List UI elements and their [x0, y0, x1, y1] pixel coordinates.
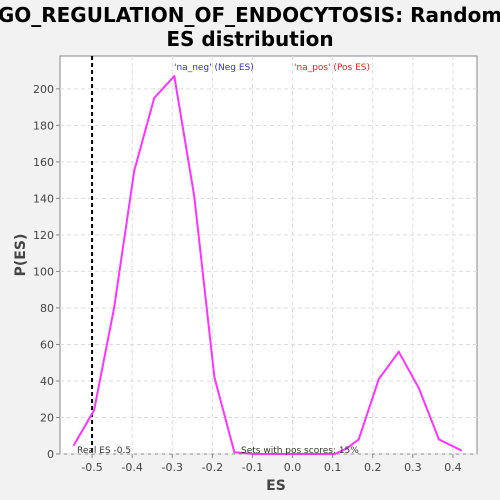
es-data-point	[437, 438, 440, 441]
x-axis-label: ES	[266, 478, 286, 494]
legend-pos: 'na_pos' (Pos ES)	[294, 63, 370, 73]
es-data-point	[273, 453, 276, 455]
y-tick-label: 100	[33, 265, 54, 278]
es-data-point	[153, 96, 156, 99]
es-data-point	[253, 453, 256, 455]
es-data-point	[459, 449, 462, 452]
es-data-point	[173, 75, 176, 78]
es-data-point	[213, 376, 216, 379]
x-tick-label: -0.3	[162, 461, 183, 474]
x-tick-label: -0.1	[242, 461, 263, 474]
es-data-point	[133, 170, 136, 173]
es-data-point	[193, 195, 196, 198]
x-tick-label: 0.1	[324, 461, 342, 474]
x-tick-label: -0.2	[202, 461, 223, 474]
y-tick-label: 0	[47, 448, 54, 461]
es-data-point	[113, 306, 116, 309]
es-data-point	[397, 350, 400, 353]
es-data-point	[377, 378, 380, 381]
legend-neg: 'na_neg' (Neg ES)	[174, 63, 254, 73]
x-tick-label: -0.5	[81, 461, 102, 474]
x-tick-label: 0.2	[364, 461, 382, 474]
plot-area	[59, 55, 478, 455]
es-data-point	[357, 438, 360, 441]
y-tick-label: 80	[40, 302, 54, 315]
es-data-point	[73, 443, 76, 446]
axis-layer: 0 20 40 60 80 100 120 140 160 180 200 -0.5 -0.4 -0.3 -…	[33, 83, 462, 474]
es-data-point	[417, 387, 420, 390]
y-tick-label: 40	[40, 375, 54, 388]
series-layer	[73, 56, 462, 455]
pos-scores-annotation: Sets with pos scores: 15%	[241, 446, 359, 456]
chart-title-line-2: ES distribution	[166, 27, 333, 51]
es-data-point	[293, 453, 296, 455]
es-data-point	[333, 453, 336, 455]
y-tick-label: 180	[33, 119, 54, 132]
x-tick-label: 0.4	[444, 461, 462, 474]
y-tick-label: 20	[40, 411, 54, 424]
y-tick-label: 200	[33, 83, 54, 96]
y-axis-label: P(ES)	[13, 234, 29, 277]
chart-title-line-1: GO_REGULATION_OF_ENDOCYTOSIS: Random	[0, 3, 500, 27]
es-data-point	[345, 447, 348, 450]
y-tick-label: 140	[33, 192, 54, 205]
y-tick-label: 160	[33, 156, 54, 169]
y-tick-label: 60	[40, 338, 54, 351]
es-data-point	[93, 409, 96, 412]
x-tick-label: 0.0	[284, 461, 302, 474]
real-es-annotation: Real ES -0.5	[77, 446, 131, 456]
x-tick-label: 0.3	[404, 461, 422, 474]
y-tick-label: 120	[33, 229, 54, 242]
es-data-point	[233, 451, 236, 454]
es-data-point	[313, 453, 316, 455]
x-tick-label: -0.4	[121, 461, 142, 474]
